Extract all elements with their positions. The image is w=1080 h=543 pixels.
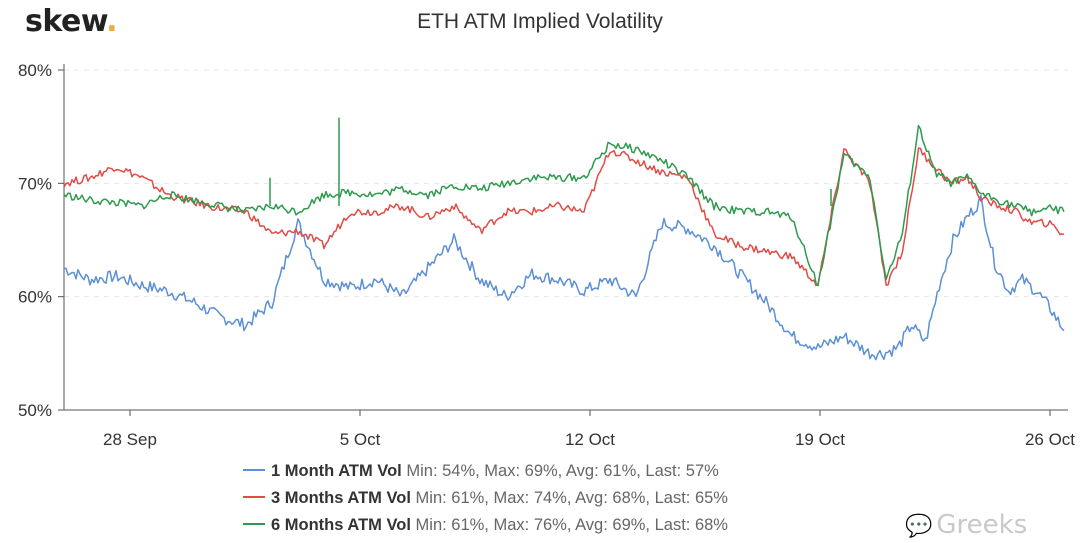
- legend: 1 Month ATM Vol Min: 54%, Max: 69%, Avg:…: [243, 458, 728, 539]
- series-line-1-month: [63, 194, 1065, 361]
- legend-swatch-3-months: [243, 495, 265, 498]
- x-tick-label: 26 Oct: [1025, 430, 1075, 449]
- legend-item-6-months[interactable]: 6 Months ATM Vol Min: 61%, Max: 76%, Avg…: [243, 512, 728, 539]
- legend-name: 1 Month ATM Vol: [271, 462, 402, 480]
- series-line-6-months: [63, 124, 1065, 287]
- legend-name: 6 Months ATM Vol: [271, 516, 411, 534]
- watermark: 💬 Greeks: [905, 510, 1027, 540]
- chart-title: ETH ATM Implied Volatility: [417, 10, 663, 33]
- x-tick-label: 12 Oct: [565, 430, 615, 449]
- legend-name: 3 Months ATM Vol: [271, 489, 411, 507]
- legend-item-1-month[interactable]: 1 Month ATM Vol Min: 54%, Max: 69%, Avg:…: [243, 458, 728, 485]
- y-tick-label: 70%: [18, 174, 52, 193]
- wechat-icon: 💬: [905, 514, 933, 539]
- y-tick-label: 50%: [18, 401, 52, 420]
- watermark-text: Greeks: [936, 510, 1028, 540]
- y-tick-label: 80%: [18, 61, 52, 80]
- legend-stats: Min: 54%, Max: 69%, Avg: 61%, Last: 57%: [406, 462, 719, 480]
- legend-item-3-months[interactable]: 3 Months ATM Vol Min: 61%, Max: 74%, Avg…: [243, 485, 728, 512]
- x-tick-label: 28 Sep: [103, 430, 157, 449]
- series-line-3-months: [63, 147, 1065, 287]
- legend-swatch-6-months: [243, 522, 265, 525]
- legend-stats: Min: 61%, Max: 74%, Avg: 68%, Last: 65%: [415, 489, 728, 507]
- y-tick-label: 60%: [18, 288, 52, 307]
- x-tick-label: 19 Oct: [795, 430, 845, 449]
- legend-swatch-1-month: [243, 468, 265, 471]
- skew-logo: skew.: [25, 4, 118, 39]
- legend-stats: Min: 61%, Max: 76%, Avg: 69%, Last: 68%: [415, 516, 728, 534]
- logo-text: skew: [25, 4, 107, 39]
- logo-dot: .: [106, 4, 118, 39]
- x-tick-label: 5 Oct: [340, 430, 381, 449]
